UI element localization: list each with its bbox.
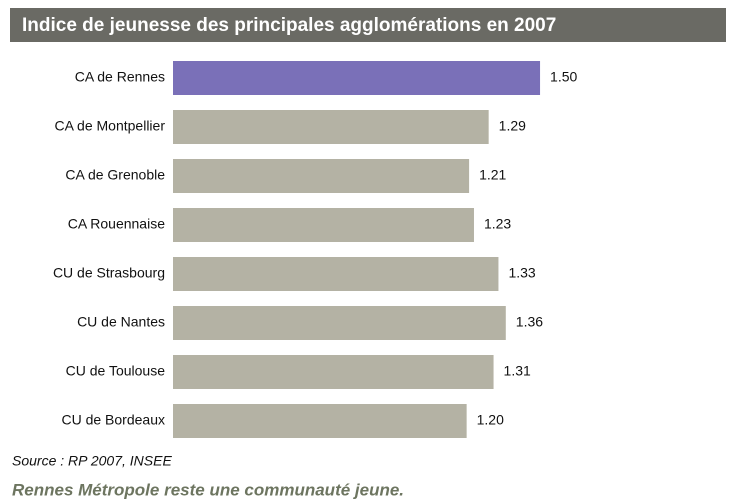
y-tick-label: CU de Bordeaux xyxy=(61,412,165,428)
source: Source : RP 2007, INSEE xyxy=(12,453,172,469)
y-tick-label: CA Rouennaise xyxy=(68,216,166,232)
bar xyxy=(173,208,474,242)
bar xyxy=(173,61,541,95)
y-tick-label: CA de Montpellier xyxy=(54,118,165,134)
y-tick-label: CA de Rennes xyxy=(75,69,165,85)
title-bar xyxy=(10,8,726,42)
y-tick-label: CU de Toulouse xyxy=(66,363,166,379)
value-label: 1.50 xyxy=(550,69,577,85)
bar xyxy=(173,159,470,193)
bar xyxy=(173,355,494,389)
value-label: 1.29 xyxy=(499,118,526,134)
value-label: 1.31 xyxy=(504,363,531,379)
value-label: 1.33 xyxy=(508,265,535,281)
bar xyxy=(173,257,499,291)
bar xyxy=(173,404,467,438)
value-label: 1.21 xyxy=(479,167,506,183)
y-tick-label: CA de Grenoble xyxy=(65,167,165,183)
caption: Rennes Métropole reste une communauté je… xyxy=(12,480,404,499)
value-label: 1.36 xyxy=(516,314,543,330)
value-label: 1.23 xyxy=(484,216,511,232)
bar xyxy=(173,306,506,340)
value-label: 1.20 xyxy=(477,412,504,428)
chart-title: Indice de jeunesse des principales agglo… xyxy=(22,15,556,36)
bar xyxy=(173,110,489,144)
y-tick-label: CU de Strasbourg xyxy=(53,265,165,281)
y-tick-label: CU de Nantes xyxy=(77,314,165,330)
